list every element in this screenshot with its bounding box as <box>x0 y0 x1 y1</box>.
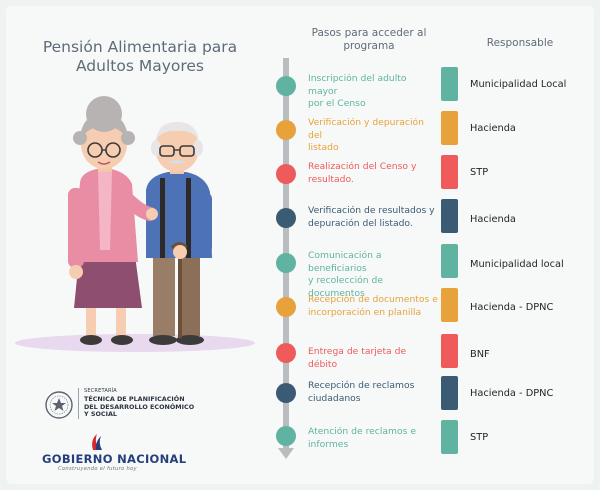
step-2-line-1: Verificación y depuración del <box>308 117 424 141</box>
step-4-line-2: depuración del listado. <box>308 217 413 229</box>
step-4-responsible: Hacienda <box>470 214 516 225</box>
step-7-line-1: Entrega de tarjeta de débito <box>308 346 407 370</box>
timeline-arrowhead <box>278 448 294 459</box>
header-steps-line-1: Pasos para acceder al <box>311 27 427 39</box>
stp-line-2: DEL DESARROLLO ECONÓMICO <box>84 402 195 411</box>
step-6-text: Recepción de documentos e incorporación … <box>308 294 438 319</box>
step-5-dot <box>276 253 296 273</box>
title-line-2: Adultos Mayores <box>75 57 205 75</box>
step-1-responsible: Municipalidad Local <box>470 79 567 90</box>
stp-line-3: Y SOCIAL <box>84 410 117 419</box>
stp-seal-icon <box>45 391 73 419</box>
step-1-dot <box>276 76 296 96</box>
step-6-line-2: incorporación en planilla <box>308 306 422 318</box>
step-3-responsible: STP <box>470 167 489 178</box>
gobierno-nacional-logo: GOBIERNO NACIONAL <box>42 452 187 466</box>
step-4-dot <box>276 208 296 228</box>
step-8-line-2: ciudadanos <box>308 392 361 404</box>
gobierno-flag-icon <box>92 434 102 450</box>
step-5-bar <box>441 244 458 278</box>
step-1-text: Inscripción del adulto mayor por el Cens… <box>308 73 438 111</box>
step-2-line-2: listado <box>308 142 339 153</box>
step-9-text: Atención de reclamos e informes <box>308 426 438 451</box>
stp-small-label: SECRETARÍA <box>84 388 117 394</box>
step-4-bar <box>441 199 458 233</box>
step-2-responsible: Hacienda <box>470 123 516 134</box>
step-2-bar <box>441 111 458 145</box>
step-9-line-2: informes <box>308 438 349 450</box>
step-6-responsible: Hacienda - DPNC <box>470 302 554 313</box>
stp-line-1: TÉCNICA DE PLANIFICACIÓN <box>84 394 185 403</box>
title-line-1: Pensión Alimentaria para <box>42 38 238 56</box>
step-2-dot <box>276 120 296 140</box>
stp-secretariat-text: SECRETARÍA TÉCNICA DE PLANIFICACIÓN DEL … <box>78 388 204 420</box>
step-6-line-1: Recepción de documentos e <box>308 294 438 305</box>
step-8-line-1: Recepción de reclamos <box>308 380 415 391</box>
grandmother-figure <box>68 96 158 345</box>
header-responsible: Responsable <box>486 37 554 49</box>
step-3-line-2: resultado. <box>308 173 354 185</box>
step-6-dot <box>276 297 296 317</box>
step-7-responsible: BNF <box>470 349 490 360</box>
step-5-text: Comunicación a beneficiarios y recolecci… <box>308 250 438 300</box>
step-7-bar <box>441 334 458 368</box>
step-9-responsible: STP <box>470 432 489 443</box>
step-5-line-2: y recolección de documentos <box>308 275 383 299</box>
gobierno-tagline: Construyendo el futuro hoy <box>58 466 137 472</box>
step-3-bar <box>441 155 458 189</box>
step-6-bar <box>441 288 458 322</box>
step-4-text: Verificación de resultados y depuración … <box>308 205 438 230</box>
step-9-bar <box>441 420 458 454</box>
step-3-line-1: Realización del Censo y <box>308 161 417 172</box>
header-steps: Pasos para acceder al programa <box>300 27 438 53</box>
step-1-line-1: Inscripción del adulto mayor <box>308 73 407 97</box>
elderly-couple-illustration <box>15 96 255 352</box>
header-steps-line-2: programa <box>343 40 395 52</box>
step-1-line-2: por el Censo <box>308 98 366 109</box>
step-1-bar <box>441 67 458 101</box>
step-8-responsible: Hacienda - DPNC <box>470 388 554 399</box>
step-5-responsible: Municipalidad local <box>470 259 564 270</box>
step-2-text: Verificación y depuración del listado <box>308 117 438 155</box>
step-4-line-1: Verificación de resultados y <box>308 205 435 216</box>
ground-shadow <box>15 334 255 352</box>
step-3-text: Realización del Censo y resultado. <box>308 161 438 186</box>
infographic-title: Pensión Alimentaria para Adultos Mayores <box>30 38 250 76</box>
step-9-line-1: Atención de reclamos e <box>308 426 416 437</box>
step-9-dot <box>276 426 296 446</box>
step-8-dot <box>276 383 296 403</box>
step-7-dot <box>276 343 296 363</box>
step-8-bar <box>441 376 458 410</box>
grandfather-figure <box>146 122 212 345</box>
step-5-line-1: Comunicación a beneficiarios <box>308 250 382 274</box>
step-7-text: Entrega de tarjeta de débito <box>308 346 438 371</box>
step-8-text: Recepción de reclamos ciudadanos <box>308 380 438 405</box>
step-3-dot <box>276 164 296 184</box>
